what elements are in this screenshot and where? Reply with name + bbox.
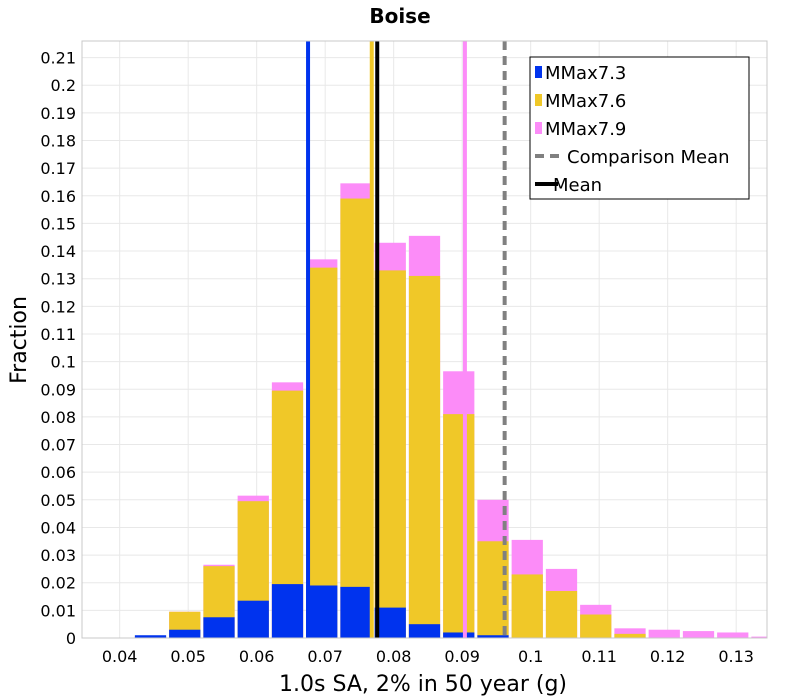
bar-MMax7.3 <box>134 635 167 638</box>
bar-MMax7.6 <box>545 591 578 638</box>
legend-label: MMax7.6 <box>545 91 626 112</box>
x-tick-label: 0.04 <box>102 647 138 666</box>
bar-MMax7.6 <box>306 267 338 638</box>
y-tick-label: 0.05 <box>40 491 76 510</box>
bar-MMax7.9 <box>648 629 680 638</box>
y-tick-label: 0.06 <box>40 463 76 482</box>
legend-swatch <box>535 122 542 134</box>
legend-swatch <box>535 94 542 106</box>
x-tick-label: 0.08 <box>376 647 412 666</box>
bar-MMax7.9 <box>717 632 749 638</box>
legend: MMax7.3 MMax7.6 MMax7.9 Comparison Mean Mean <box>529 56 750 200</box>
x-tick-label: 0.11 <box>581 647 617 666</box>
bar-MMax7.6 <box>580 614 612 638</box>
y-tick-label: 0.17 <box>40 159 76 178</box>
bar-MMax7.3 <box>169 629 201 638</box>
y-tick-label: 0.14 <box>40 242 76 261</box>
x-tick-label: 0.06 <box>239 647 275 666</box>
y-tick-label: 0.07 <box>40 436 76 455</box>
y-tick-label: 0.03 <box>40 546 76 565</box>
x-axis-ticks: 0.04 0.05 0.06 0.07 0.08 0.09 0.1 0.11 0.12 0.13 <box>102 647 754 666</box>
x-tick-label: 0.07 <box>307 647 343 666</box>
bar-MMax7.6 <box>511 574 543 638</box>
y-tick-label: 0.1 <box>51 353 76 372</box>
y-tick-label: 0.18 <box>40 132 76 151</box>
y-axis-label: Fraction <box>7 296 32 384</box>
x-tick-label: 0.13 <box>718 647 754 666</box>
y-tick-label: 0.12 <box>40 297 76 316</box>
x-tick-label: 0.1 <box>518 647 543 666</box>
legend-label: Comparison Mean <box>567 147 730 168</box>
y-tick-label: 0 <box>66 629 76 648</box>
bar-MMax7.3 <box>306 585 338 638</box>
bar-MMax7.3 <box>203 617 235 638</box>
bar-MMax7.6 <box>340 198 372 638</box>
y-tick-label: 0.04 <box>40 518 76 537</box>
y-axis-ticks: 0 0.01 0.02 0.03 0.04 0.05 0.06 0.07 0.08 0.09 0.1… <box>40 49 76 648</box>
legend-label: MMax7.9 <box>545 119 626 140</box>
bar-MMax7.6 <box>408 275 441 638</box>
legend-label: Mean <box>553 175 602 196</box>
bar-MMax7.9 <box>614 628 646 638</box>
legend-box <box>529 56 750 200</box>
bar-MMax7.6 <box>374 270 406 638</box>
bar-MMax7.3 <box>477 635 509 638</box>
y-tick-label: 0.15 <box>40 214 76 233</box>
x-tick-label: 0.12 <box>650 647 686 666</box>
y-tick-label: 0.21 <box>40 49 76 68</box>
bar-MMax7.9 <box>682 631 715 638</box>
legend-label: MMax7.3 <box>545 63 626 84</box>
chart-title: Boise <box>369 4 430 28</box>
y-tick-label: 0.02 <box>40 574 76 593</box>
bar-MMax7.6 <box>614 633 646 638</box>
bar-MMax7.3 <box>340 586 372 638</box>
bar-MMax7.9 <box>751 636 767 638</box>
x-tick-label: 0.09 <box>444 647 480 666</box>
mean-lines <box>306 41 507 638</box>
plot-frame <box>81 40 768 639</box>
y-tick-label: 0.2 <box>51 76 76 95</box>
y-tick-label: 0.09 <box>40 380 76 399</box>
x-axis-label: 1.0s SA, 2% in 50 year (g) <box>279 672 567 697</box>
y-tick-label: 0.19 <box>40 104 76 123</box>
y-tick-label: 0.11 <box>40 325 76 344</box>
x-tick-label: 0.05 <box>170 647 206 666</box>
bar-MMax7.3 <box>374 607 406 638</box>
y-tick-label: 0.13 <box>40 270 76 289</box>
y-tick-label: 0.08 <box>40 408 76 427</box>
bar-MMax7.3 <box>443 632 475 638</box>
bar-MMax7.6 <box>443 414 475 638</box>
legend-swatch <box>535 66 542 78</box>
bars <box>134 183 767 638</box>
y-tick-label: 0.01 <box>40 601 76 620</box>
bar-MMax7.3 <box>408 624 441 638</box>
bar-MMax7.3 <box>237 600 269 638</box>
bar-MMax7.3 <box>271 584 304 638</box>
y-tick-label: 0.16 <box>40 187 76 206</box>
